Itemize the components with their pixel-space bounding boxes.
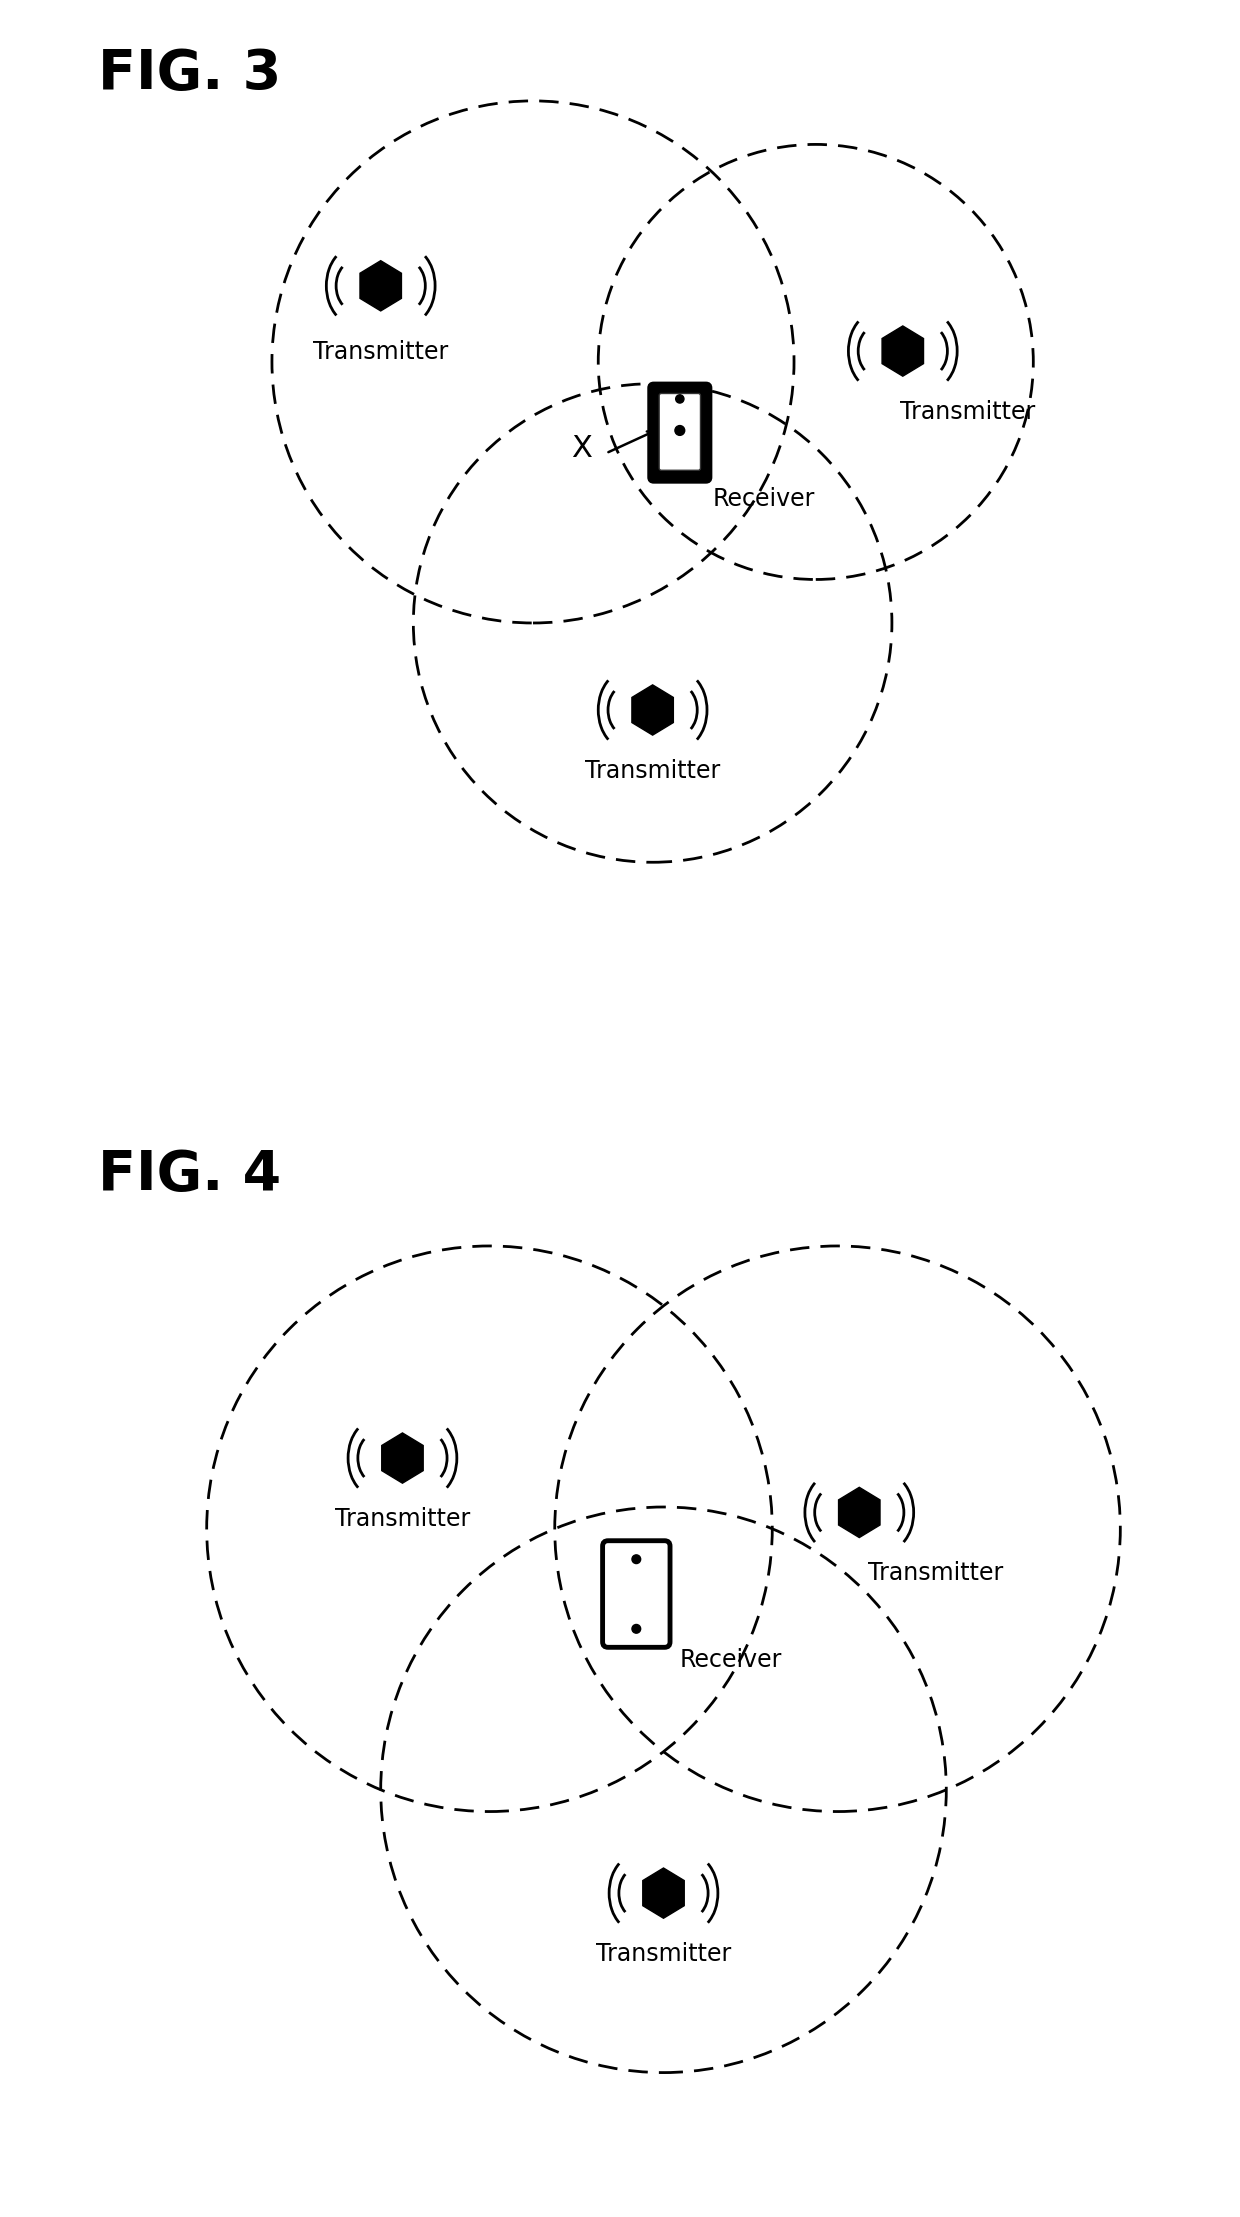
Polygon shape [882, 326, 924, 377]
Polygon shape [632, 685, 673, 736]
Polygon shape [360, 262, 402, 310]
Polygon shape [642, 1869, 684, 1918]
Polygon shape [382, 1432, 423, 1483]
FancyBboxPatch shape [660, 392, 701, 470]
Text: Transmitter: Transmitter [868, 1561, 1003, 1585]
Text: Receiver: Receiver [713, 488, 815, 512]
Text: Transmitter: Transmitter [596, 1942, 732, 1966]
Text: FIG. 3: FIG. 3 [98, 47, 281, 100]
FancyBboxPatch shape [650, 384, 711, 481]
Text: Transmitter: Transmitter [312, 339, 449, 364]
Text: Transmitter: Transmitter [585, 758, 720, 783]
Circle shape [675, 426, 684, 435]
Text: Receiver: Receiver [680, 1649, 782, 1672]
Circle shape [632, 1554, 641, 1563]
FancyBboxPatch shape [603, 1541, 670, 1647]
Circle shape [676, 395, 684, 403]
Text: Transmitter: Transmitter [335, 1508, 470, 1532]
Text: Transmitter: Transmitter [900, 399, 1035, 423]
Polygon shape [838, 1488, 880, 1539]
Circle shape [632, 1625, 641, 1634]
Text: FIG. 4: FIG. 4 [98, 1148, 281, 1202]
Text: X: X [572, 435, 593, 463]
